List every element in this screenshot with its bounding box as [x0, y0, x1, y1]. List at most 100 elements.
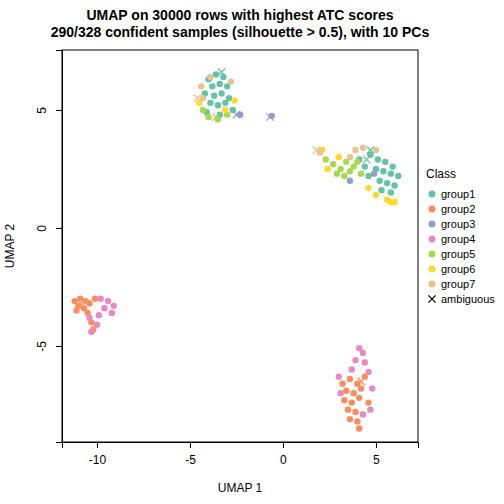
- point: [356, 395, 362, 401]
- point: [105, 298, 111, 304]
- point: [217, 81, 223, 87]
- point: [365, 185, 371, 191]
- point: [230, 107, 236, 113]
- point: [228, 78, 234, 84]
- points: [71, 69, 401, 432]
- x-tick: 0: [280, 442, 287, 467]
- point: [345, 406, 351, 412]
- point: [373, 147, 379, 153]
- x-axis-title: UMAP 1: [218, 481, 263, 495]
- point: [78, 300, 85, 307]
- point: [367, 146, 374, 153]
- point: [350, 390, 356, 396]
- point: [375, 156, 381, 162]
- point: [200, 107, 206, 113]
- point: [390, 163, 396, 169]
- point: [86, 314, 92, 320]
- legend-label: group3: [441, 218, 475, 230]
- point: [369, 385, 375, 391]
- point: [88, 329, 94, 335]
- y-axis-line: [56, 51, 63, 443]
- y-tick-mark: [56, 346, 62, 347]
- point: [324, 166, 330, 172]
- point: [92, 296, 98, 302]
- x-tick: -10: [89, 442, 107, 467]
- point: [382, 159, 388, 165]
- point: [86, 300, 92, 306]
- y-tick-label: -5: [35, 341, 49, 352]
- point: [339, 381, 345, 387]
- plot-frame: [62, 50, 418, 442]
- y-tick-label: 0: [35, 225, 49, 232]
- x-tick: 5: [373, 442, 380, 467]
- legend-swatch: [429, 251, 436, 258]
- point: [334, 170, 340, 176]
- point: [212, 113, 219, 120]
- point: [352, 147, 358, 153]
- legend-swatch: [429, 236, 436, 243]
- point: [215, 102, 221, 108]
- point: [341, 173, 347, 179]
- x-tick-label: -5: [185, 453, 196, 467]
- point: [341, 397, 347, 403]
- point: [207, 74, 213, 80]
- legend-label: ambiguous: [441, 293, 495, 305]
- point: [354, 159, 360, 165]
- legend: Classgroup1group2group3group4group5group…: [426, 167, 495, 305]
- x-tick-mark: [283, 442, 284, 448]
- legend-label: group5: [441, 248, 475, 260]
- point: [349, 399, 355, 405]
- x-tick-label: 5: [373, 453, 380, 467]
- point: [218, 90, 224, 96]
- legend-label: group1: [441, 188, 475, 200]
- legend-swatch: [429, 281, 436, 288]
- point: [363, 156, 370, 163]
- y-tick-mark: [56, 110, 62, 111]
- point: [94, 322, 100, 328]
- legend-swatch: [429, 221, 436, 228]
- point: [360, 411, 366, 417]
- point: [323, 156, 329, 162]
- x-tick-mark: [97, 442, 98, 448]
- point: [194, 95, 201, 102]
- legend-label: group2: [441, 203, 475, 215]
- y-tick: -5: [35, 341, 62, 352]
- x-tick-mark: [376, 442, 377, 448]
- point: [233, 111, 240, 118]
- point: [213, 71, 219, 77]
- point: [336, 373, 342, 379]
- legend-title: Class: [426, 167, 456, 181]
- legend-swatch: [429, 266, 436, 273]
- point: [352, 357, 358, 363]
- point: [73, 307, 79, 313]
- point: [354, 418, 360, 424]
- point: [373, 192, 379, 198]
- point: [358, 385, 364, 391]
- point: [352, 409, 358, 415]
- point: [313, 146, 320, 153]
- x-tick: -5: [185, 442, 196, 467]
- point: [222, 107, 228, 113]
- point: [360, 145, 366, 151]
- point: [200, 95, 206, 101]
- x-axis-line: [63, 443, 419, 449]
- point: [209, 83, 215, 89]
- legend-swatch: [429, 206, 436, 213]
- y-tick: 5: [35, 107, 62, 114]
- point: [365, 399, 371, 405]
- point: [388, 189, 394, 195]
- point: [378, 187, 384, 193]
- y-tick-label: 5: [35, 107, 49, 114]
- title-line: 290/328 confident samples (silhouette > …: [51, 24, 430, 40]
- legend-swatch: [429, 191, 436, 198]
- y-tick: 0: [35, 225, 62, 232]
- point: [384, 180, 390, 186]
- point: [347, 178, 353, 184]
- point: [391, 199, 397, 205]
- point: [266, 113, 273, 120]
- legend-swatch: [428, 295, 435, 302]
- point: [222, 100, 228, 106]
- point: [384, 196, 390, 202]
- point: [337, 390, 343, 396]
- point: [391, 182, 397, 188]
